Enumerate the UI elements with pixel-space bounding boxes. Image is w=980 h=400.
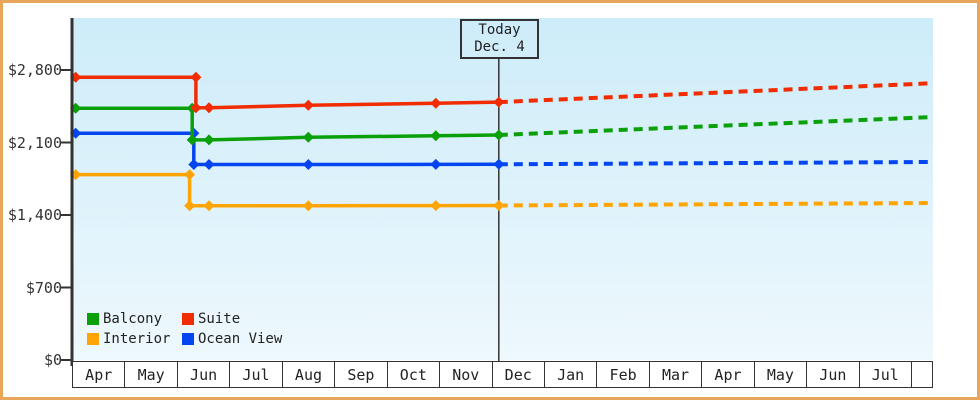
y-tick-label-1400: $1,400: [7, 206, 62, 224]
month-cell: Jun: [178, 362, 231, 387]
month-cell: Jan: [545, 362, 598, 387]
month-cell: Apr: [702, 362, 755, 387]
interior-swatch-icon: [87, 333, 99, 345]
month-cell-partial: [912, 362, 932, 387]
suite-swatch-icon: [182, 313, 194, 325]
data-point-marker: [430, 130, 442, 142]
legend-item-suite: Suite: [182, 312, 282, 326]
legend-label: Suite: [198, 311, 241, 327]
month-cell: May: [755, 362, 808, 387]
data-point-marker: [493, 158, 505, 170]
data-point-marker: [186, 134, 198, 146]
month-cell: Nov: [440, 362, 493, 387]
x-axis-month-row: Apr May Jun Jul Aug Sep Oct Nov Dec Jan …: [72, 361, 933, 388]
y-tick-label-2800: $2,800: [7, 61, 62, 79]
today-label-line2: Dec. 4: [474, 39, 525, 55]
y-tick-label-700: $700: [25, 279, 62, 297]
month-cell: May: [125, 362, 178, 387]
month-cell: Sep: [335, 362, 388, 387]
balcony-swatch-icon: [87, 313, 99, 325]
data-point-marker: [190, 102, 202, 114]
data-point-marker: [430, 200, 442, 212]
y-tick-label-2100: $2,100: [7, 134, 62, 152]
ocean-view-swatch-icon: [182, 333, 194, 345]
today-label-line1: Today: [478, 22, 521, 38]
data-point-marker: [430, 158, 442, 170]
legend-item-ocean-view: Ocean View: [182, 332, 282, 346]
legend-label: Ocean View: [198, 331, 283, 347]
legend-label: Interior: [103, 331, 171, 347]
data-point-marker: [302, 159, 314, 170]
data-point-marker: [493, 129, 505, 141]
data-point-marker: [302, 200, 314, 212]
series-suite: [70, 71, 931, 114]
series-interior: [70, 169, 931, 212]
plot-area: [72, 18, 933, 360]
legend-item-balcony: Balcony: [87, 312, 182, 326]
month-cell: Oct: [388, 362, 441, 387]
month-cell: Mar: [650, 362, 703, 387]
month-cell: Apr: [73, 362, 126, 387]
data-point-marker: [493, 200, 505, 211]
data-point-marker: [203, 159, 215, 170]
month-cell: Jun: [807, 362, 860, 387]
month-cell: Aug: [283, 362, 336, 387]
today-annotation-box: Today Dec. 4: [460, 19, 539, 59]
y-tick-label-0: $0: [43, 351, 62, 369]
data-point-marker: [493, 96, 505, 108]
data-point-marker: [188, 159, 200, 170]
legend-label: Balcony: [103, 311, 163, 327]
month-cell: Feb: [597, 362, 650, 387]
data-point-marker: [203, 102, 215, 114]
data-point-marker: [302, 99, 314, 111]
legend-item-interior: Interior: [87, 332, 182, 346]
legend: Balcony Suite Interior Ocean View: [87, 312, 282, 346]
data-point-marker: [203, 200, 215, 212]
month-cell: Jul: [860, 362, 912, 387]
data-point-marker: [190, 71, 202, 83]
data-point-marker: [184, 169, 196, 181]
data-point-marker: [302, 131, 314, 143]
data-point-marker: [430, 97, 442, 109]
data-point-marker: [184, 200, 196, 212]
month-cell: Dec: [493, 362, 545, 387]
month-cell: Jul: [230, 362, 283, 387]
data-point-marker: [203, 134, 215, 146]
